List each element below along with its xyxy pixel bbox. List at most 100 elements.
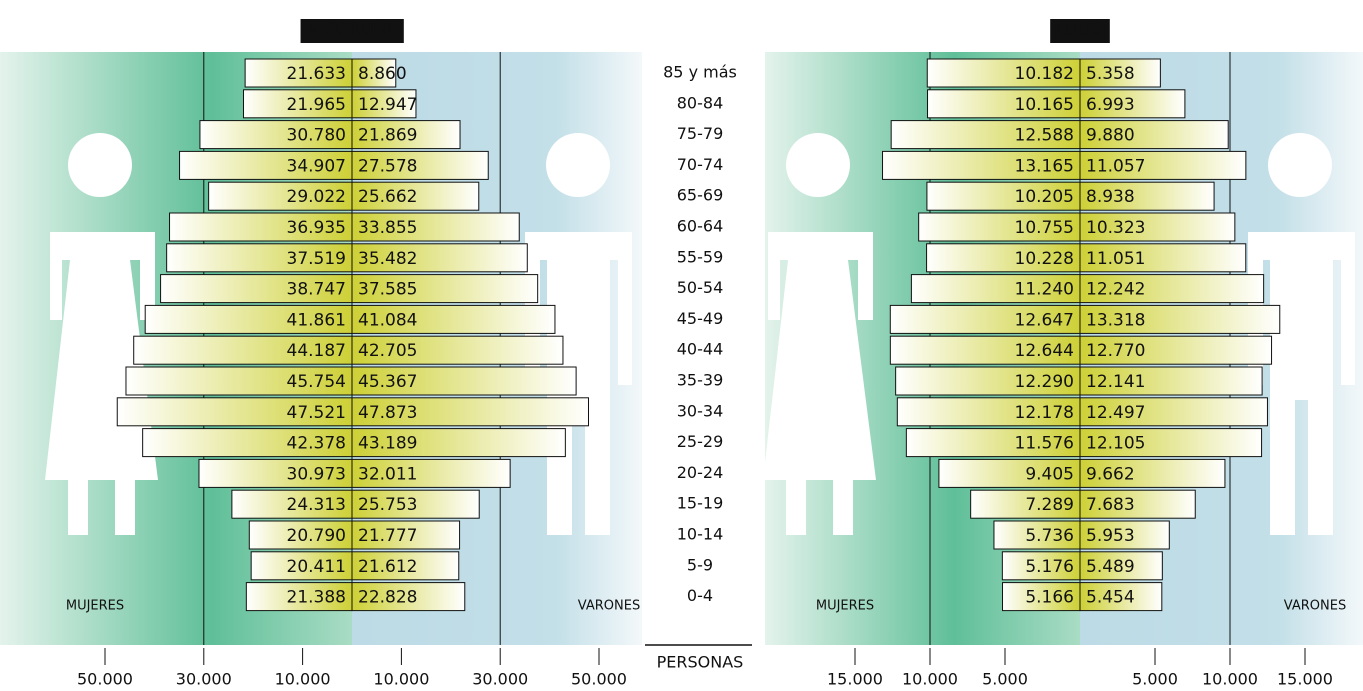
bar — [160, 274, 353, 304]
value-label: 6.993 — [1086, 95, 1135, 115]
bar — [351, 58, 397, 88]
value-label: 5.176 — [1025, 557, 1074, 577]
bar — [351, 89, 417, 119]
icon-head — [68, 133, 132, 197]
title-box — [300, 19, 404, 43]
bar — [351, 181, 480, 211]
bar — [351, 458, 511, 488]
bar — [351, 243, 528, 273]
x-tick-label: 5.000 — [982, 670, 1028, 689]
value-label: 5.953 — [1086, 526, 1135, 546]
bar — [116, 397, 353, 427]
value-label: 47.521 — [287, 403, 346, 423]
value-label: 43.189 — [358, 434, 417, 454]
value-label: 5.454 — [1086, 588, 1135, 608]
bar — [1079, 520, 1170, 550]
bar — [351, 489, 480, 519]
value-label: 10.323 — [1086, 218, 1145, 238]
value-label: 12.141 — [1086, 372, 1145, 392]
value-label: 37.585 — [358, 280, 417, 300]
value-label: 12.497 — [1086, 403, 1145, 423]
x-tick-label: 50.000 — [77, 670, 133, 689]
legend-label: VARONES — [1284, 599, 1346, 614]
bar — [889, 304, 1081, 334]
category-label: 40-44 — [677, 340, 724, 359]
x-tick-label: 5.000 — [1132, 670, 1178, 689]
x-tick-label: 15.000 — [1277, 670, 1333, 689]
value-label: 33.855 — [358, 218, 417, 238]
category-label: 65-69 — [677, 186, 724, 205]
bar — [351, 366, 577, 396]
bar — [1001, 551, 1081, 581]
bar — [1079, 304, 1281, 334]
bar — [351, 274, 539, 304]
value-label: 37.519 — [287, 249, 346, 269]
x-tick-label: 30.000 — [472, 670, 528, 689]
bar — [231, 489, 353, 519]
value-label: 27.578 — [358, 156, 417, 176]
value-label: 10.755 — [1015, 218, 1074, 238]
value-label: 29.022 — [287, 187, 346, 207]
value-label: 45.367 — [358, 372, 417, 392]
category-label: 85 y más — [663, 63, 737, 82]
value-label: 21.388 — [287, 588, 346, 608]
category-label: 60-64 — [677, 217, 724, 236]
value-label: 11.576 — [1015, 434, 1074, 454]
category-label: 50-54 — [677, 278, 724, 297]
category-label: 70-74 — [677, 155, 724, 174]
value-label: 10.165 — [1015, 95, 1074, 115]
icon-head — [1268, 133, 1332, 197]
icon-woman — [763, 232, 876, 535]
value-label: 24.313 — [287, 495, 346, 515]
bar — [1079, 366, 1263, 396]
value-label: 13.318 — [1086, 310, 1145, 330]
category-label: 10-14 — [677, 525, 724, 544]
value-label: 12.242 — [1086, 280, 1145, 300]
bar — [1079, 120, 1229, 150]
value-label: 42.378 — [287, 434, 346, 454]
bar — [248, 520, 353, 550]
bar — [169, 212, 353, 242]
value-label: 9.880 — [1086, 126, 1135, 146]
chart-title: A CORUÑA — [307, 18, 398, 40]
bar — [926, 181, 1081, 211]
bar — [1079, 428, 1263, 458]
value-label: 12.105 — [1086, 434, 1145, 454]
value-label: 25.662 — [358, 187, 417, 207]
bar — [250, 551, 353, 581]
legend-label: VARONES — [578, 599, 640, 614]
chart-title: LUGO — [1056, 20, 1104, 40]
bar — [1079, 397, 1268, 427]
icon-woman — [45, 232, 158, 535]
value-label: 25.753 — [358, 495, 417, 515]
value-label: 9.662 — [1086, 464, 1135, 484]
bar — [896, 397, 1081, 427]
bar — [895, 366, 1081, 396]
value-label: 5.358 — [1086, 64, 1135, 84]
bar — [1079, 489, 1196, 519]
value-label: 21.965 — [287, 95, 346, 115]
bar — [918, 212, 1081, 242]
bar — [1079, 181, 1215, 211]
title-box — [1050, 19, 1110, 43]
category-label: 20-24 — [677, 463, 724, 482]
legend-label: MUJERES — [816, 599, 874, 614]
bar — [242, 89, 353, 119]
bar — [142, 428, 353, 458]
value-label: 10.182 — [1015, 64, 1074, 84]
value-label: 5.166 — [1025, 588, 1074, 608]
x-axis-label: PERSONAS — [657, 653, 744, 672]
category-label: 30-34 — [677, 401, 724, 420]
value-label: 20.790 — [287, 526, 346, 546]
bar — [890, 120, 1081, 150]
value-label: 21.633 — [287, 64, 346, 84]
value-label: 34.907 — [287, 156, 346, 176]
x-tick-label: 10.000 — [373, 670, 429, 689]
legend-label: MUJERES — [66, 599, 124, 614]
bar — [1079, 89, 1186, 119]
value-label: 11.240 — [1015, 280, 1074, 300]
category-label: 0-4 — [687, 586, 713, 605]
value-label: 21.869 — [358, 126, 417, 146]
value-label: 12.588 — [1015, 126, 1074, 146]
